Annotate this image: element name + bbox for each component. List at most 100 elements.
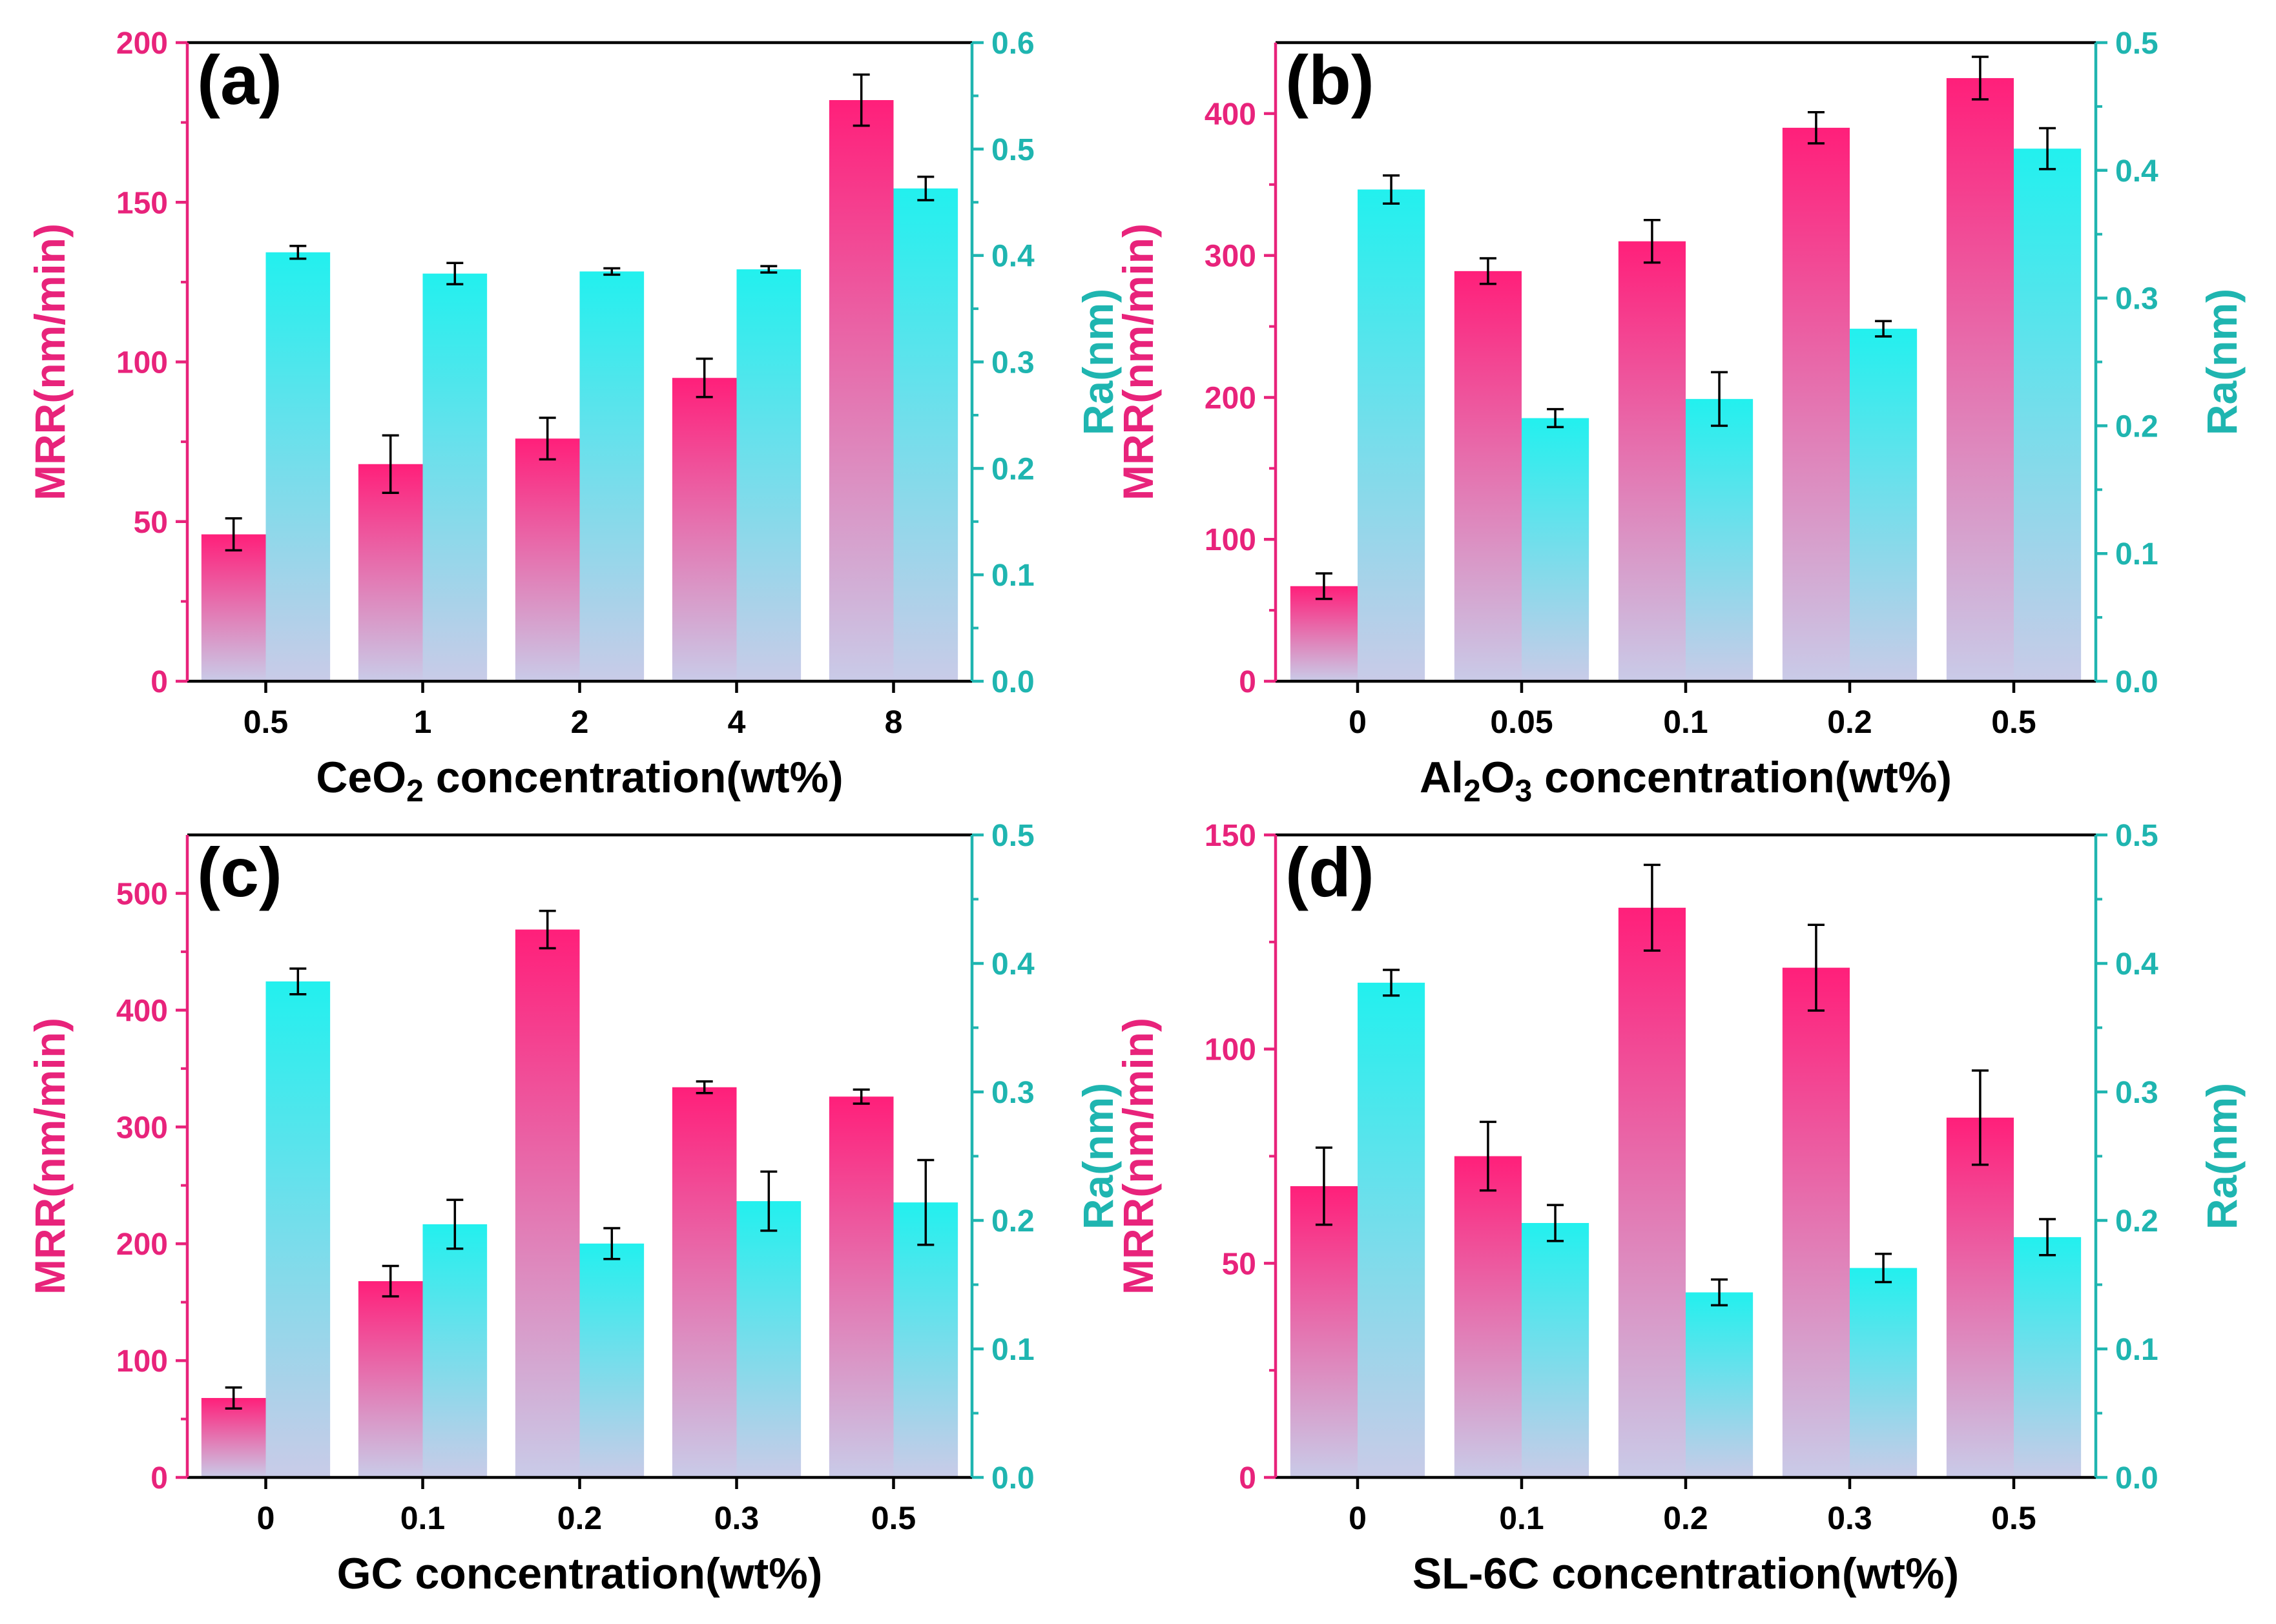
right-axis-title: Ra(nm) [1074, 289, 1122, 435]
right-tick-label: 0.4 [991, 240, 1035, 274]
mrr-error-bar-1 [382, 1264, 399, 1298]
ra-bar-2 [579, 1243, 645, 1477]
right-tick-label: 0.4 [2115, 947, 2158, 982]
left-tick-label: 0 [150, 1461, 168, 1496]
panel-2: 0 100 200 300 400 500 0.0 0.1 0.2 0.3 0.4 0.5 0 0.1 0.… [26, 819, 1122, 1598]
ra-error-bar-4 [917, 175, 935, 201]
mrr-error-bar-2 [539, 909, 556, 950]
ra-error-bar-2 [603, 1227, 621, 1260]
ra-error-bar-3 [760, 1170, 778, 1232]
panel-label: (a) [197, 41, 282, 119]
left-axis-title: MRR(nm/min) [26, 223, 74, 500]
left-tick-label: 200 [116, 1228, 168, 1262]
left-tick-label: 50 [134, 506, 168, 540]
ra-error-bar-3 [1875, 320, 1892, 338]
ra-error-bar-3 [1875, 1252, 1892, 1284]
right-tick-label: 0.3 [2115, 282, 2158, 316]
ra-error-bar-4 [917, 1158, 935, 1246]
mrr-bar-3 [1782, 127, 1850, 681]
right-tick-label: 0.2 [991, 452, 1035, 486]
x-tick-label: 4 [728, 704, 746, 740]
right-tick-label: 0.5 [991, 819, 1035, 853]
panel-3: 0 50 100 150 0.0 0.1 0.2 0.3 0.4 0.5 0 0.1 0.2 0.3 0.5… [1114, 819, 2246, 1598]
ra-error-bar-4 [2039, 127, 2056, 170]
right-tick-label: 0.2 [2115, 1204, 2158, 1239]
mrr-error-bar-3 [1807, 110, 1825, 145]
right-tick-label: 0.4 [2115, 154, 2158, 189]
ra-error-bar-2 [1711, 1278, 1728, 1307]
x-tick-label: 0.5 [871, 1500, 916, 1536]
mrr-bar-1 [358, 464, 423, 681]
mrr-error-bar-0 [225, 517, 242, 552]
mrr-error-bar-4 [853, 73, 870, 127]
ra-bar-2 [579, 271, 645, 681]
mrr-error-bar-1 [1479, 1120, 1496, 1192]
ra-bar-4 [2014, 149, 2082, 681]
panel-label: (d) [1285, 833, 1374, 911]
x-axis-title: SL-6C concentration(wt%) [1412, 1549, 1959, 1598]
panel-label: (c) [197, 833, 282, 911]
x-tick-label: 0.5 [243, 704, 289, 740]
right-tick-label: 0.1 [991, 1333, 1035, 1367]
panel-1: 0 100 200 300 400 0.0 0.1 0.2 0.3 0.4 0.5 0 0.05 0.1 0… [1114, 26, 2246, 808]
left-tick-label: 500 [116, 877, 168, 911]
right-tick-label: 0.1 [2115, 1333, 2158, 1367]
mrr-bar-4 [829, 100, 894, 681]
x-axis-title: GC concentration(wt%) [337, 1549, 823, 1598]
x-tick-label: 0.1 [1663, 704, 1708, 740]
ra-error-bar-0 [1383, 969, 1400, 997]
mrr-error-bar-2 [1643, 218, 1660, 264]
x-axis-title: Al2​O3​ concentration(wt%) [1420, 753, 1952, 808]
mrr-error-bar-3 [696, 357, 713, 398]
mrr-bar-1 [1454, 271, 1522, 681]
ra-bar-1 [422, 273, 488, 681]
panel-0: 0 50 100 150 200 0.0 0.1 0.2 0.3 0.4 0.5 0.6 0.5 1 2 4 8… [26, 26, 1122, 808]
ra-error-bar-1 [446, 1198, 464, 1250]
mrr-error-bar-3 [1807, 923, 1825, 1012]
mrr-bar-1 [1454, 1156, 1522, 1477]
x-tick-label: 0 [257, 1500, 275, 1536]
ra-bar-1 [422, 1224, 488, 1477]
right-axis-title: Ra(nm) [1074, 1083, 1122, 1229]
x-tick-label: 0.1 [1499, 1500, 1544, 1536]
left-tick-label: 200 [1205, 381, 1256, 415]
left-tick-label: 50 [1222, 1247, 1256, 1281]
ra-bar-3 [736, 1201, 802, 1477]
left-tick-label: 100 [1205, 523, 1256, 557]
mrr-bar-3 [672, 1087, 737, 1477]
ra-bar-2 [1686, 398, 1754, 681]
ra-bar-4 [2014, 1237, 2082, 1477]
left-tick-label: 0 [1239, 665, 1256, 699]
mrr-bar-2 [1618, 241, 1686, 681]
right-tick-label: 0.5 [2115, 819, 2158, 853]
ra-error-bar-1 [446, 262, 464, 285]
x-tick-label: 0.3 [714, 1500, 760, 1536]
x-tick-label: 0.05 [1490, 704, 1553, 740]
x-tick-label: 0.5 [1991, 704, 2036, 740]
right-tick-label: 0.3 [2115, 1076, 2158, 1110]
ra-bar-1 [1522, 418, 1589, 681]
left-tick-label: 0 [150, 665, 168, 699]
right-tick-label: 0.0 [991, 1461, 1035, 1496]
mrr-bar-4 [829, 1096, 894, 1477]
left-axis-title: MRR(nm/min) [26, 1018, 74, 1295]
mrr-error-bar-4 [853, 1088, 870, 1105]
x-tick-label: 0.5 [1991, 1500, 2036, 1536]
ra-bar-3 [736, 269, 802, 682]
left-tick-label: 150 [1205, 819, 1256, 853]
right-tick-label: 0.1 [991, 559, 1035, 593]
x-tick-label: 2 [571, 704, 589, 740]
right-tick-label: 0.6 [991, 26, 1035, 61]
mrr-bar-4 [1946, 1117, 2014, 1477]
ra-error-bar-1 [1547, 407, 1564, 429]
ra-error-bar-0 [289, 967, 307, 996]
left-tick-label: 300 [1205, 240, 1256, 274]
right-tick-label: 0.2 [991, 1204, 1035, 1239]
ra-bar-3 [1850, 329, 1918, 681]
mrr-bar-2 [1618, 907, 1686, 1477]
right-axis-title: Ra(nm) [2198, 1083, 2246, 1229]
right-tick-label: 0.0 [991, 665, 1035, 699]
ra-bar-1 [1522, 1222, 1589, 1477]
right-tick-label: 0.3 [991, 346, 1035, 380]
